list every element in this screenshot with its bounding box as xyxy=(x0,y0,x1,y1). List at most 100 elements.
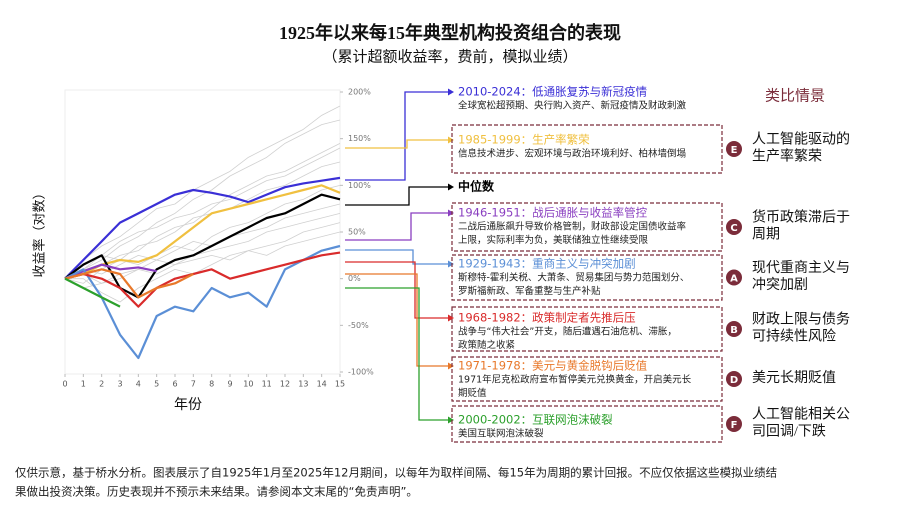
x-tick-label: 13 xyxy=(298,380,308,389)
period-description: 斯穆特-霍利关税、大萧条、贸易集团与势力范围划分、 xyxy=(458,272,689,284)
connector-arrow xyxy=(448,416,454,424)
y-tick-label: 200% xyxy=(348,88,371,97)
scenario-text: 生产率繁荣 xyxy=(752,148,822,165)
period-box xyxy=(451,306,723,352)
x-tick-label: 4 xyxy=(136,380,141,389)
x-tick-label: 7 xyxy=(191,380,196,389)
x-axis-label: 年份 xyxy=(174,397,202,413)
scenario-letter: D xyxy=(730,375,738,386)
series-line xyxy=(64,263,157,280)
connector-arrow xyxy=(448,183,454,191)
period-description: 罗斯福新政、军备重整与生产补贴 xyxy=(458,285,601,297)
series-line xyxy=(64,277,121,308)
scenario-letter: F xyxy=(731,420,738,431)
scenario-text: 司回调/下跌 xyxy=(752,424,826,440)
series-line xyxy=(64,268,194,299)
period-description: 期贬值 xyxy=(458,387,487,399)
background-line xyxy=(64,119,341,280)
background-line xyxy=(65,231,341,303)
period-box xyxy=(451,124,723,174)
background-line xyxy=(64,161,341,279)
period-box xyxy=(451,356,723,402)
scenario-letter: B xyxy=(730,325,738,336)
background-line xyxy=(64,147,341,280)
connector xyxy=(345,273,448,367)
scenario-text: 财政上限与债务 xyxy=(752,312,850,328)
period-description: 美国互联网泡沫破裂 xyxy=(458,428,544,440)
scenario-badge xyxy=(726,416,742,432)
x-tick-label: 14 xyxy=(317,380,327,389)
y-tick-label: 0% xyxy=(348,274,361,283)
scenario-text: 人工智能驱动的 xyxy=(752,132,850,148)
scenario-text: 可持续性风险 xyxy=(752,328,836,345)
x-tick-label: 5 xyxy=(154,380,159,389)
x-tick-label: 1 xyxy=(81,380,86,389)
x-tick-label: 15 xyxy=(335,380,345,389)
period-box xyxy=(451,405,723,443)
x-tick-label: 0 xyxy=(62,380,67,389)
x-tick-label: 9 xyxy=(227,380,232,389)
y-tick-label: 50% xyxy=(348,228,366,237)
period-box xyxy=(451,254,723,301)
median-label: 中位数 xyxy=(458,179,495,194)
scenario-letter: E xyxy=(731,145,738,156)
connector-arrow xyxy=(448,314,454,322)
scenario-text: 人工智能相关公 xyxy=(752,407,850,423)
connector-arrow xyxy=(448,136,454,144)
plot-area xyxy=(64,89,341,375)
scenario-text: 现代重商主义与 xyxy=(752,260,850,276)
period-title: 2000-2002：互联网泡沫破裂 xyxy=(458,413,613,427)
x-tick-label: 11 xyxy=(262,380,272,389)
analog-header: 类比情景 xyxy=(765,87,825,104)
y-axis-label: 收益率（对数） xyxy=(32,186,48,277)
scenario-badge xyxy=(726,219,742,235)
period-title: 1985-1999：生产率繁荣 xyxy=(458,133,590,147)
period-box xyxy=(451,202,723,252)
period-title: 1971-1978：美元与黄金脱钩后贬值 xyxy=(458,359,648,373)
background-line xyxy=(64,105,341,279)
background-line xyxy=(64,212,341,284)
x-tick-label: 6 xyxy=(172,380,177,389)
background-line xyxy=(64,142,341,280)
x-tick-label: 2 xyxy=(99,380,104,389)
connector xyxy=(345,186,448,206)
period-title: 1946-1951：战后通胀与收益率管控 xyxy=(458,206,648,220)
connector xyxy=(345,287,448,421)
x-tick-label: 3 xyxy=(117,380,122,389)
scenario-letter: C xyxy=(730,223,737,234)
period-title: 1929-1943：重商主义与冲突加剧 xyxy=(458,257,636,271)
y-tick-label: -50% xyxy=(348,321,369,330)
footnote: 仅供示意，基于桥水分析。图表展示了自1925年1月至2025年12月期间，以每年… xyxy=(15,466,777,480)
scenario-badge xyxy=(726,321,742,337)
y-tick-label: 100% xyxy=(348,181,371,190)
y-tick-label: -100% xyxy=(348,368,374,377)
connector-arrow xyxy=(448,260,454,268)
subtitle: （累计超额收益率，费前，模拟业绩） xyxy=(322,48,577,65)
scenario-badge xyxy=(726,141,742,157)
period-description: 信息技术进步、宏观环境与政治环境利好、柏林墙倒塌 xyxy=(458,148,686,160)
series-line xyxy=(64,184,341,280)
period-description: 二战后通胀飙升导致价格管制，财政部设定国债收益率 xyxy=(458,221,687,233)
x-tick-label: 8 xyxy=(209,380,214,389)
connector xyxy=(345,212,448,241)
scenario-text: 美元长期贬值 xyxy=(752,370,836,386)
scenario-badge xyxy=(726,371,742,387)
background-line xyxy=(64,203,341,280)
connector-arrow xyxy=(448,209,454,217)
scenario-text: 货币政策滞后于 xyxy=(752,209,850,226)
x-tick-label: 10 xyxy=(243,380,253,389)
title: 1925年以来每15年典型机构投资组合的表现 xyxy=(279,22,621,43)
period-description: 战争与“伟大社会”开支，随后遭遇石油危机、滞胀， xyxy=(458,326,677,338)
scenario-letter: A xyxy=(730,274,738,285)
scenario-text: 冲突加剧 xyxy=(752,277,808,293)
series-line xyxy=(64,244,341,360)
scenario-badge xyxy=(726,269,742,286)
series-line xyxy=(64,176,341,280)
period-title: 2010-2024：低通胀复苏与新冠疫情 xyxy=(458,85,648,99)
series-line xyxy=(64,251,341,308)
footnote: 果做出投资决策。历史表现并不预示未来结果。请参阅本文末尾的“免责声明”。 xyxy=(15,485,418,499)
connector xyxy=(345,261,448,319)
background-line xyxy=(64,222,341,289)
period-title: 1968-1982：政策制定者先推后压 xyxy=(458,311,636,325)
